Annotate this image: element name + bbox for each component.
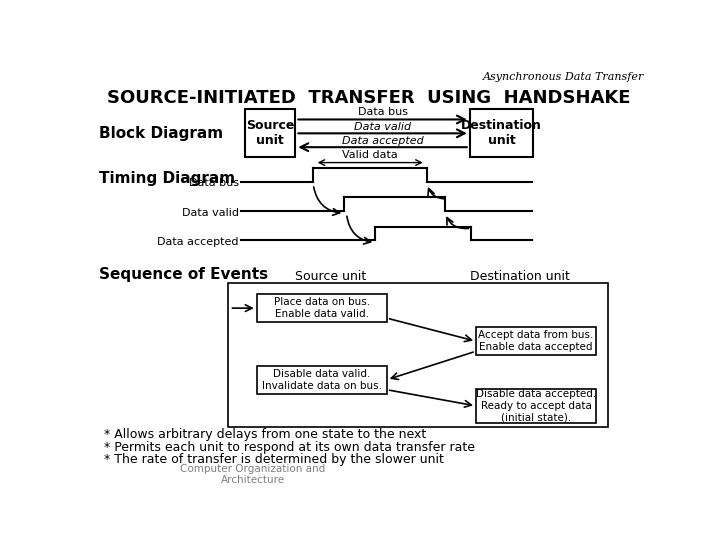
Text: * Permits each unit to respond at its own data transfer rate: * Permits each unit to respond at its ow… — [104, 441, 475, 454]
Text: * Allows arbitrary delays from one state to the next: * Allows arbitrary delays from one state… — [104, 428, 426, 441]
Text: Destination unit: Destination unit — [470, 271, 570, 284]
Text: Source
unit: Source unit — [246, 119, 294, 147]
Text: Disable data valid.
Invalidate data on bus.: Disable data valid. Invalidate data on b… — [262, 369, 382, 390]
Text: SOURCE-INITIATED  TRANSFER  USING  HANDSHAKE: SOURCE-INITIATED TRANSFER USING HANDSHAK… — [107, 90, 631, 107]
Text: Accept data from bus.
Enable data accepted: Accept data from bus. Enable data accept… — [478, 330, 594, 352]
Bar — [256, 294, 387, 322]
Bar — [245, 110, 295, 157]
Text: Source unit: Source unit — [294, 271, 366, 284]
Text: Timing Diagram: Timing Diagram — [99, 171, 235, 186]
Bar — [256, 366, 387, 394]
Text: Sequence of Events: Sequence of Events — [99, 267, 269, 282]
Text: Place data on bus.
Enable data valid.: Place data on bus. Enable data valid. — [274, 298, 370, 319]
Text: Asynchronous Data Transfer: Asynchronous Data Transfer — [482, 72, 644, 83]
Text: Valid data: Valid data — [342, 150, 398, 160]
Text: * The rate of transfer is determined by the slower unit: * The rate of transfer is determined by … — [104, 453, 444, 466]
Text: Data valid: Data valid — [181, 208, 239, 218]
Text: Data accepted: Data accepted — [342, 136, 423, 146]
Bar — [469, 110, 534, 157]
Text: Block Diagram: Block Diagram — [99, 126, 223, 141]
Bar — [476, 389, 596, 423]
Text: Data valid: Data valid — [354, 122, 411, 132]
Text: Data bus: Data bus — [189, 178, 239, 188]
Bar — [476, 327, 596, 355]
Text: Computer Organization and
Architecture: Computer Organization and Architecture — [180, 464, 325, 485]
Text: Disable data accepted.
Ready to accept data
(initial state).: Disable data accepted. Ready to accept d… — [476, 389, 596, 422]
Bar — [228, 283, 608, 428]
Text: Data bus: Data bus — [358, 107, 408, 117]
Text: Destination
unit: Destination unit — [461, 119, 542, 147]
Text: Data accepted: Data accepted — [157, 237, 239, 247]
